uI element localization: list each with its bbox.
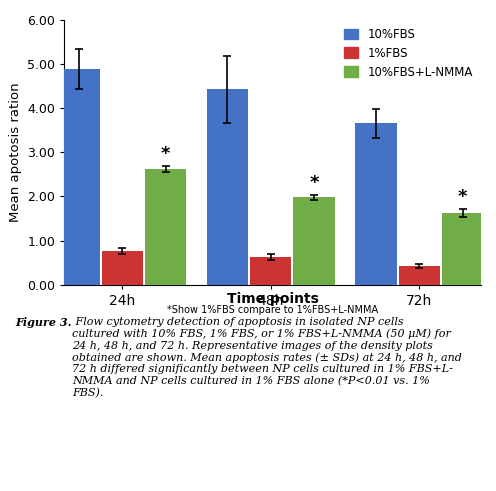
Text: Figure 3.: Figure 3. <box>15 317 71 327</box>
Text: Flow cytometry detection of apoptosis in isolated NP cells
cultured with 10% FBS: Flow cytometry detection of apoptosis in… <box>72 317 462 398</box>
Bar <box>442 213 483 285</box>
Bar <box>102 251 143 285</box>
Bar <box>145 169 186 285</box>
Bar <box>399 266 440 285</box>
Y-axis label: Mean apotosis ration: Mean apotosis ration <box>9 82 22 222</box>
Bar <box>207 89 248 285</box>
Bar <box>294 197 335 285</box>
Text: *Show 1%FBS compare to 1%FBS+L-NMMA: *Show 1%FBS compare to 1%FBS+L-NMMA <box>167 305 378 315</box>
Text: *: * <box>458 188 467 206</box>
Bar <box>59 69 100 285</box>
Bar <box>250 257 291 285</box>
Legend: 10%FBS, 1%FBS, 10%FBS+L-NMMA: 10%FBS, 1%FBS, 10%FBS+L-NMMA <box>339 23 478 83</box>
Text: Time points: Time points <box>227 292 319 306</box>
Text: *: * <box>310 174 319 192</box>
Bar <box>355 124 397 285</box>
Text: *: * <box>161 145 170 163</box>
